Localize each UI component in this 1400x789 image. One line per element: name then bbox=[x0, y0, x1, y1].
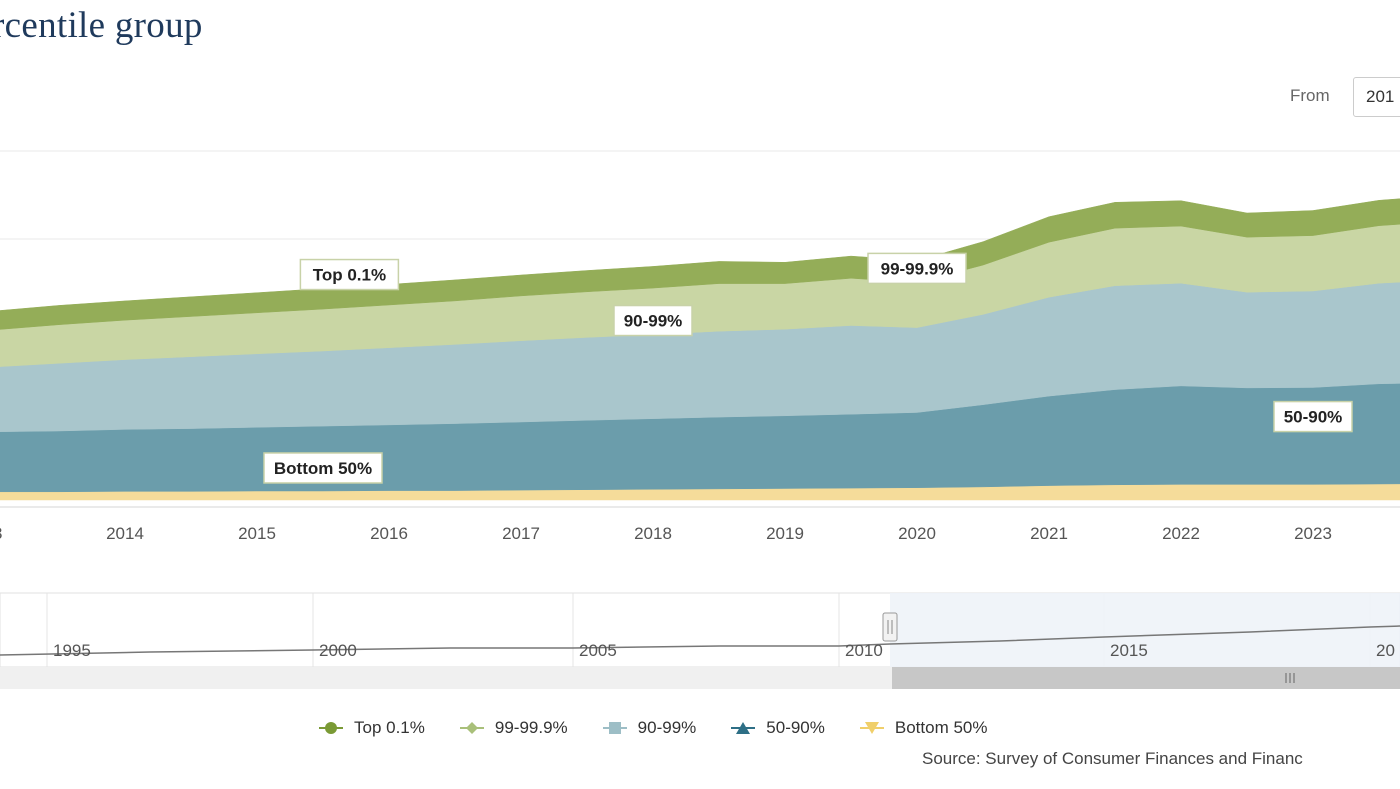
area-label-box bbox=[867, 252, 967, 285]
navigator-tick-label: 1995 bbox=[53, 641, 91, 660]
area-label: 50-90% bbox=[1273, 400, 1353, 433]
navigator-tick-label: 2005 bbox=[579, 641, 617, 660]
area-label-text: 90-99% bbox=[624, 312, 683, 331]
legend-item-90-99[interactable]: 90-99% bbox=[602, 718, 697, 738]
navigator-tick-label: 2015 bbox=[1110, 641, 1148, 660]
legend-label: 90-99% bbox=[637, 718, 697, 737]
range-from-label: From bbox=[1290, 86, 1330, 105]
x-tick-label: 2021 bbox=[1030, 524, 1068, 543]
legend-label: 99-99.9% bbox=[494, 718, 568, 737]
area-label-box bbox=[263, 452, 383, 484]
area-top-0-1[interactable] bbox=[0, 195, 1400, 330]
triangle-marker-icon bbox=[731, 722, 756, 734]
legend: Top 0.1% 99-99.9% 90-99% 50-90% Bottom 50% bbox=[318, 718, 988, 738]
legend-item-bottom-50[interactable]: Bottom 50% bbox=[859, 718, 988, 738]
x-tick-label: 2014 bbox=[106, 524, 144, 543]
navigator-scrollbar-thumb[interactable] bbox=[892, 667, 1400, 689]
x-tick-label: 2019 bbox=[766, 524, 804, 543]
area-label: Bottom 50% bbox=[263, 452, 383, 484]
x-tick-label: 2020 bbox=[898, 524, 936, 543]
navigator-series-line bbox=[0, 625, 1400, 656]
x-tick-label: 13 bbox=[0, 524, 2, 543]
x-tick-label: 2016 bbox=[370, 524, 408, 543]
navigator[interactable]: 1995 2000 2005 2010 2015 20 bbox=[0, 592, 1400, 689]
area-label-box bbox=[299, 258, 400, 291]
circle-marker-icon bbox=[319, 722, 343, 734]
area-label-box bbox=[613, 304, 693, 337]
area-labels: Top 0.1% 99-99.9% 90-99% 50-90% Bottom 50% bbox=[263, 252, 1353, 484]
source-note: Source: Survey of Consumer Finances and … bbox=[922, 749, 1303, 768]
x-tick-label: 2018 bbox=[634, 524, 672, 543]
legend-item-50-90[interactable]: 50-90% bbox=[730, 718, 825, 738]
triangle-down-marker-icon bbox=[859, 722, 884, 734]
square-marker-icon bbox=[602, 722, 627, 734]
x-tick-label: 2017 bbox=[502, 524, 540, 543]
stacked-areas bbox=[0, 195, 1400, 501]
area-label-text: 99-99.9% bbox=[881, 259, 954, 278]
area-label-text: 50-90% bbox=[1284, 408, 1343, 427]
navigator-left-handle[interactable] bbox=[882, 612, 898, 642]
legend-item-99-99-9[interactable]: 99-99.9% bbox=[459, 718, 568, 738]
navigator-tick-label: 2000 bbox=[319, 641, 357, 660]
legend-label: Bottom 50% bbox=[894, 718, 988, 737]
x-axis: 13 2014 2015 2016 2017 2018 2019 2020 2021 2022 20… bbox=[0, 506, 1400, 543]
range-from-input[interactable] bbox=[1353, 77, 1400, 117]
legend-item-top-0-1[interactable]: Top 0.1% bbox=[318, 718, 425, 738]
area-label-text: Bottom 50% bbox=[274, 459, 372, 478]
area-label: 90-99% bbox=[613, 304, 693, 337]
x-tick-label: 2022 bbox=[1162, 524, 1200, 543]
area-label: 99-99.9% bbox=[867, 252, 967, 285]
legend-label: Top 0.1% bbox=[354, 718, 425, 737]
area-label-text: Top 0.1% bbox=[313, 266, 386, 285]
area-label-box bbox=[1273, 400, 1353, 433]
chart-title: rcentile group bbox=[0, 5, 203, 46]
x-tick-label: 2023 bbox=[1294, 524, 1332, 543]
navigator-tick-label: 2010 bbox=[845, 641, 883, 660]
area-label: Top 0.1% bbox=[299, 258, 400, 291]
navigator-tick-label: 20 bbox=[1376, 641, 1395, 660]
diamond-marker-icon bbox=[459, 722, 484, 734]
x-tick-label: 2015 bbox=[238, 524, 276, 543]
legend-label: 50-90% bbox=[766, 718, 825, 737]
